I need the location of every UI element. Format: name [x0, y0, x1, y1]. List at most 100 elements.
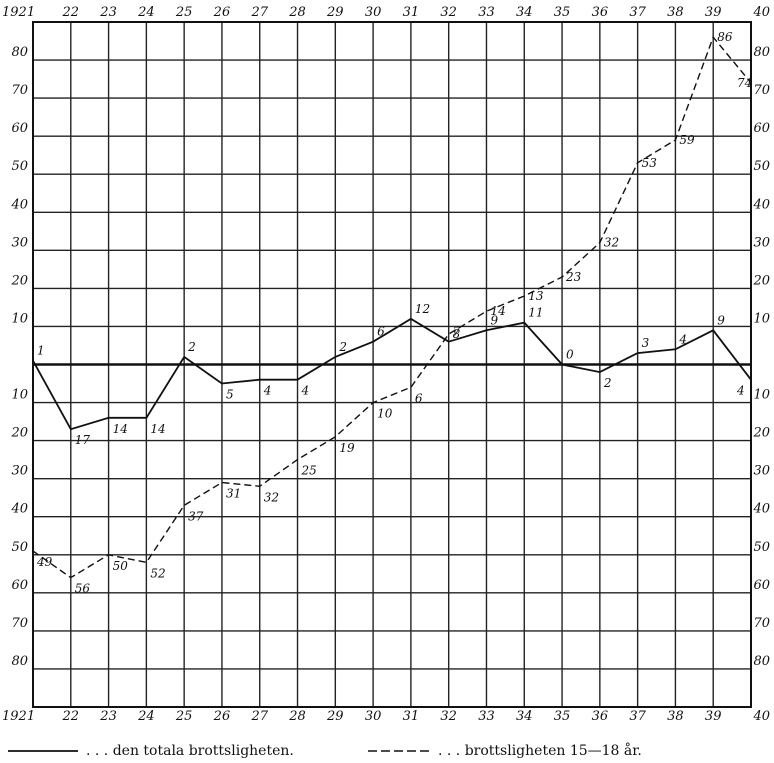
data-label-total: 4: [301, 384, 310, 398]
x-tick-label-top: 36: [592, 5, 609, 20]
x-tick-label-bottom: 26: [213, 709, 231, 724]
data-label-youth: 37: [188, 509, 204, 523]
data-label-total: 4: [736, 384, 745, 398]
data-label-youth: 56: [75, 582, 91, 596]
data-label-total: 4: [263, 384, 272, 398]
y-tick-label-left: 80: [11, 45, 28, 60]
data-label-total: 14: [113, 422, 128, 436]
series-line-youth: [32, 35, 752, 579]
legend-label-total: . . . den totala brottsligheten.: [86, 743, 294, 759]
x-tick-label-bottom: 30: [365, 709, 382, 724]
y-tick-label-right: 50: [753, 159, 770, 174]
data-label-total: 6: [377, 325, 385, 339]
y-tick-label-right: 80: [753, 45, 770, 60]
y-tick-label-right: 20: [752, 273, 770, 288]
y-tick-label-left: 10: [11, 388, 28, 403]
x-tick-label-bottom: 27: [250, 709, 268, 724]
x-tick-label-bottom: 24: [137, 709, 155, 724]
x-tick-label-top: 35: [554, 5, 571, 20]
data-label-total: 11: [528, 306, 543, 320]
y-tick-label-left: 10: [11, 311, 28, 326]
data-label-total: 3: [642, 336, 650, 350]
x-tick-label-bottom: 1921: [2, 709, 35, 724]
data-label-total: 2: [338, 340, 347, 354]
y-tick-label-right: 20: [752, 426, 770, 441]
x-tick-label-top: 32: [440, 5, 457, 20]
data-label-youth: 6: [415, 391, 423, 405]
y-tick-label-right: 70: [753, 83, 770, 98]
x-tick-label-bottom: 25: [175, 709, 193, 724]
x-tick-label-bottom: 33: [478, 709, 495, 724]
tick-labels: 1921192122222323242425252626272728282929…: [2, 5, 770, 724]
data-label-total: 0: [566, 348, 574, 362]
x-tick-label-top: 31: [403, 5, 420, 20]
data-label-youth: 86: [717, 30, 733, 44]
y-tick-label-left: 20: [10, 426, 28, 441]
y-tick-label-left: 30: [11, 464, 28, 479]
data-label-total: 12: [415, 302, 430, 316]
x-tick-label-top: 29: [326, 5, 344, 20]
legend: . . . den totala brottsligheten. . . . b…: [8, 742, 642, 759]
y-tick-label-left: 80: [11, 654, 28, 669]
data-label-total: 9: [490, 313, 498, 327]
data-label-youth: 10: [377, 407, 393, 421]
data-label-youth: 50: [113, 559, 129, 573]
x-tick-label-top: 40: [752, 5, 770, 20]
data-label-youth: 23: [565, 270, 582, 284]
data-label-total: 9: [717, 313, 725, 327]
y-tick-label-left: 70: [11, 83, 28, 98]
data-label-youth: 31: [226, 486, 241, 500]
x-tick-label-top: 33: [478, 5, 495, 20]
x-tick-label-bottom: 29: [326, 709, 344, 724]
data-label-total: 1: [37, 344, 45, 358]
x-tick-label-top: 1921: [2, 5, 35, 20]
x-tick-label-top: 28: [288, 5, 306, 20]
x-tick-label-bottom: 35: [554, 709, 571, 724]
x-tick-label-top: 26: [213, 5, 231, 20]
data-label-youth: 59: [679, 133, 695, 147]
grid: [32, 21, 752, 708]
data-label-youth: 52: [150, 566, 165, 580]
x-tick-label-top: 27: [250, 5, 268, 20]
data-label-youth: 32: [264, 490, 279, 504]
y-tick-label-left: 50: [11, 540, 28, 555]
data-label-total: 5: [226, 388, 234, 402]
x-tick-label-top: 39: [705, 5, 722, 20]
x-tick-label-top: 24: [137, 5, 155, 20]
y-tick-label-right: 80: [753, 654, 770, 669]
data-label-total: 2: [603, 376, 612, 390]
y-tick-label-right: 40: [752, 197, 770, 212]
x-tick-label-bottom: 23: [99, 709, 117, 724]
x-tick-label-bottom: 38: [667, 709, 684, 724]
y-tick-label-right: 10: [753, 311, 770, 326]
data-label-total: 4: [678, 332, 687, 346]
x-tick-label-bottom: 34: [516, 709, 533, 724]
x-tick-label-top: 22: [62, 5, 80, 20]
x-tick-label-top: 23: [99, 5, 117, 20]
y-tick-label-left: 60: [11, 121, 28, 136]
x-tick-label-top: 30: [365, 5, 382, 20]
data-label-youth: 14: [490, 304, 505, 318]
data-label-youth: 32: [604, 236, 619, 250]
series-lines: [32, 35, 752, 579]
y-tick-label-left: 40: [10, 197, 28, 212]
data-label-total: 7: [453, 325, 461, 339]
data-label-youth: 13: [528, 289, 544, 303]
x-tick-label-bottom: 31: [403, 709, 420, 724]
y-tick-label-left: 60: [11, 578, 28, 593]
x-tick-label-top: 38: [667, 5, 684, 20]
x-tick-label-bottom: 32: [440, 709, 457, 724]
x-tick-label-bottom: 39: [705, 709, 722, 724]
x-tick-label-top: 25: [175, 5, 193, 20]
y-tick-label-right: 30: [753, 235, 770, 250]
data-label-youth: 74: [737, 76, 752, 90]
x-tick-label-bottom: 40: [752, 709, 770, 724]
y-tick-label-right: 70: [753, 616, 770, 631]
y-tick-label-right: 60: [753, 121, 770, 136]
series-line-total: [32, 317, 752, 431]
y-tick-label-left: 70: [11, 616, 28, 631]
y-tick-label-right: 40: [752, 502, 770, 517]
y-tick-label-left: 40: [10, 502, 28, 517]
